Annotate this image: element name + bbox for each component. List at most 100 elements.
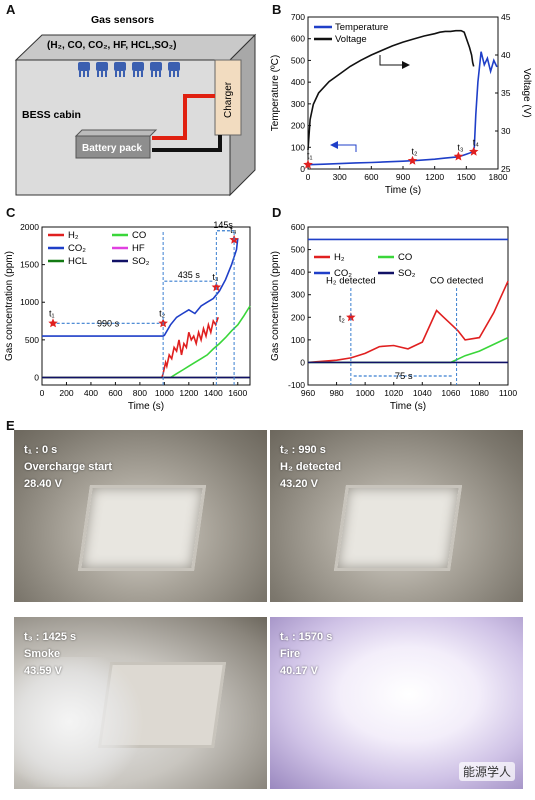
gas-sensors-title: Gas sensors <box>91 14 154 26</box>
caption-event: H₂ detected <box>280 461 342 473</box>
y-tick-label: 600 <box>291 34 305 44</box>
event-marker-label: t₃ <box>457 142 464 152</box>
legend-entry: HCL <box>68 256 87 267</box>
smoke-cloud <box>14 657 144 787</box>
y2-tick-label: 40 <box>501 50 511 60</box>
event-marker-star <box>407 155 418 165</box>
caption-event: Smoke <box>24 648 61 660</box>
event-marker-label: t₁ <box>49 308 55 318</box>
x-tick-label: 1020 <box>384 388 403 398</box>
gas-sensor-icon <box>132 62 144 71</box>
x-tick-label: 300 <box>333 172 347 182</box>
event-marker-star <box>346 312 356 322</box>
legend-entry: Temperature <box>335 22 388 33</box>
event-marker-label: t₁ <box>307 151 313 161</box>
x-tick-label: 1040 <box>413 388 432 398</box>
caption-voltage: 43.20 V <box>280 478 318 490</box>
x-tick-label: 980 <box>329 388 343 398</box>
event-marker-star <box>211 282 222 292</box>
legend-entry: CO <box>398 252 412 263</box>
caption-time: t₂ : 990 s <box>280 444 326 456</box>
red-wire <box>152 94 215 140</box>
arrow-left-icon <box>330 141 338 149</box>
y-tick-label: 100 <box>291 335 305 345</box>
gas-sensor-icon <box>150 62 162 71</box>
event-marker-label: t₂ <box>159 308 166 318</box>
y-tick-label: -100 <box>288 380 305 390</box>
legend-entry: H₂ <box>334 252 345 263</box>
series-line-CO <box>42 305 251 379</box>
photo-t4: t₄ : 1570 s Fire 40.17 V 能源学人 <box>270 617 523 789</box>
y-tick-label: 1500 <box>20 260 39 270</box>
photo-caption-t2: t₂ : 990 s H₂ detected 43.20 V <box>280 442 341 493</box>
y-tick-label: 500 <box>291 55 305 65</box>
photo-caption-t3: t₃ : 1425 s Smoke 43.59 V <box>24 629 76 680</box>
series-line-Voltage <box>307 29 475 151</box>
watermark: 能源学人 <box>458 762 515 781</box>
x-tick-label: 400 <box>84 388 98 398</box>
event-marker-label: t₂ <box>339 313 346 323</box>
x-tick-label: 1200 <box>179 388 198 398</box>
gas-sensor-array <box>78 62 180 77</box>
legend-entry: SO₂ <box>132 256 150 267</box>
photo-caption-t4: t₄ : 1570 s Fire 40.17 V <box>280 629 332 680</box>
y-axis-label: Gas concentration (ppm) <box>4 251 15 361</box>
x-axis-label: Time (s) <box>390 401 426 412</box>
caption-time: t₄ : 1570 s <box>280 631 333 643</box>
caption-event: Fire <box>280 648 301 660</box>
gas-sensor-icon <box>96 62 108 71</box>
caption-event: Overcharge start <box>24 461 113 473</box>
photo-t1: t₁ : 0 s Overcharge start 28.40 V <box>14 430 267 602</box>
chart-b-temperature-voltage: 0 300 600 900 1200 1500 1800 0 100 200 300 400 500 60… <box>270 12 532 196</box>
annotation-co-detected: CO detected <box>430 275 483 286</box>
caption-voltage: 43.59 V <box>24 665 62 677</box>
y-tick-label: 200 <box>291 312 305 322</box>
x-tick-label: 1400 <box>204 388 223 398</box>
x-tick-label: 1100 <box>499 388 518 398</box>
photo-t2: t₂ : 990 s H₂ detected 43.20 V <box>270 430 523 602</box>
x-tick-label: 1080 <box>470 388 489 398</box>
plot-frame <box>307 226 509 386</box>
y-tick-label: 400 <box>291 77 305 87</box>
panel-label-a: A <box>6 2 16 17</box>
battery-pack-label: Battery pack <box>82 143 142 154</box>
legend-entry: CO₂ <box>68 243 86 254</box>
photo-caption-t1: t₁ : 0 s Overcharge start 28.40 V <box>24 442 112 493</box>
y-tick-label: 0 <box>300 357 305 367</box>
x-tick-label: 1000 <box>356 388 375 398</box>
x-tick-label: 1200 <box>425 172 444 182</box>
x-tick-label: 600 <box>108 388 122 398</box>
x-tick-label: 0 <box>40 388 45 398</box>
x-tick-label: 1600 <box>228 388 247 398</box>
annotation-h2-detected: H₂ detected <box>326 275 376 286</box>
chart-d-gas-concentration-zoom: 960 980 1000 1020 1040 1060 1080 1100 -100 0 100 20… <box>270 222 518 412</box>
y-tick-label: 500 <box>291 245 305 255</box>
y-tick-label: 1000 <box>20 297 39 307</box>
event-marker-star <box>303 159 313 169</box>
caption-voltage: 28.40 V <box>24 478 62 490</box>
legend-entry: Voltage <box>335 34 367 45</box>
y-tick-label: 0 <box>300 164 305 174</box>
y-tick-label: 300 <box>291 99 305 109</box>
event-marker-star <box>469 146 479 156</box>
interval-label: 990 s <box>97 318 120 328</box>
x-tick-label: 1500 <box>457 172 476 182</box>
x-tick-label: 1060 <box>441 388 460 398</box>
legend-entry: CO <box>132 230 146 241</box>
panel-label-c: C <box>6 205 16 220</box>
charger-label: Charger <box>223 81 234 118</box>
event-marker-star <box>453 151 464 161</box>
series-line-H₂ <box>42 317 219 379</box>
panel-label-b: B <box>272 2 282 17</box>
x-tick-label: 800 <box>133 388 147 398</box>
y2-tick-label: 35 <box>501 88 511 98</box>
y2-axis-label: Voltage (V) <box>521 68 532 117</box>
y2-tick-label: 30 <box>501 126 511 136</box>
series-line-CO <box>308 336 509 364</box>
interval-label: 75 s <box>395 371 413 382</box>
y-tick-label: 100 <box>291 142 305 152</box>
y-tick-label: 500 <box>25 335 39 345</box>
interval-label: 145s <box>213 220 233 230</box>
y-tick-label: 400 <box>291 267 305 277</box>
y2-tick-label: 45 <box>501 12 511 22</box>
